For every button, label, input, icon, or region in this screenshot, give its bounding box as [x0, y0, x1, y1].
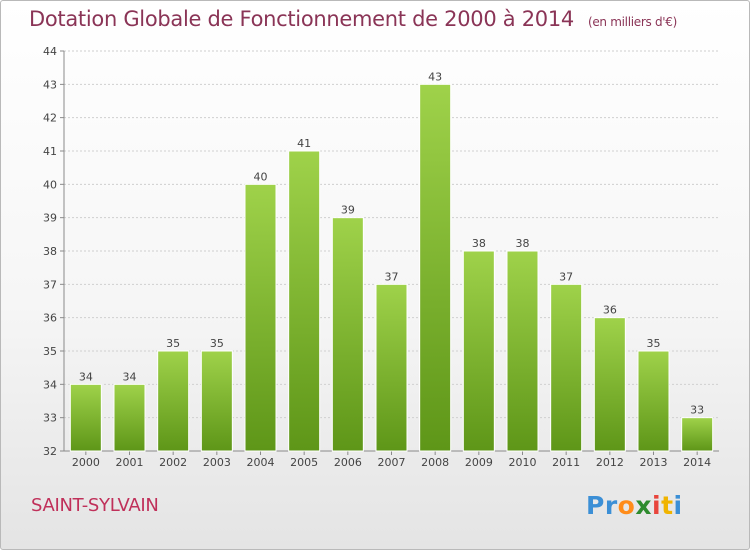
data-label: 34 [79, 370, 93, 383]
bar [681, 417, 714, 452]
logo-letter: x [635, 491, 652, 520]
bar [69, 383, 102, 452]
logo-letter: o [617, 491, 636, 520]
x-tick-label: 2014 [683, 456, 711, 469]
commune-name: SAINT-SYLVAIN [31, 495, 159, 516]
bar [331, 217, 364, 452]
x-tick-label: 2003 [203, 456, 231, 469]
chart-title-text: Dotation Globale de Fonctionnement de 20… [29, 7, 574, 31]
bar [244, 183, 277, 452]
x-tick-label: 2006 [334, 456, 362, 469]
bars [69, 83, 714, 452]
data-label: 35 [166, 337, 180, 350]
y-tick-label: 33 [43, 412, 57, 425]
data-label: 37 [385, 270, 399, 283]
y-tick-label: 35 [43, 345, 57, 358]
y-tick-label: 41 [43, 145, 57, 158]
data-label: 35 [647, 337, 661, 350]
logo-letter: i [673, 491, 683, 520]
data-label: 39 [341, 204, 355, 217]
proxiti-logo[interactable]: Proxiti [586, 491, 683, 520]
data-label: 33 [690, 404, 704, 417]
x-tick-label: 2011 [552, 456, 580, 469]
bar [200, 350, 233, 452]
x-tick-label: 2010 [509, 456, 537, 469]
x-tick-label: 2007 [378, 456, 406, 469]
y-tick-label: 36 [43, 312, 57, 325]
y-tick-label: 37 [43, 278, 57, 291]
logo-letter: r [604, 491, 618, 520]
data-label: 34 [123, 370, 137, 383]
bar [637, 350, 670, 452]
y-tick-label: 43 [43, 78, 57, 91]
x-tick-label: 2009 [465, 456, 493, 469]
data-label: 43 [428, 70, 442, 83]
x-tick-label: 2008 [421, 456, 449, 469]
logo-letter: i [652, 491, 662, 520]
bar [506, 250, 539, 452]
x-tick-label: 2002 [159, 456, 187, 469]
x-tick-label: 2004 [247, 456, 275, 469]
x-tick-label: 2000 [72, 456, 100, 469]
x-tick-label: 2012 [596, 456, 624, 469]
bar [462, 250, 495, 452]
logo-letter: P [586, 491, 605, 520]
chart-title: Dotation Globale de Fonctionnement de 20… [29, 7, 677, 31]
data-label: 36 [603, 304, 617, 317]
bar [419, 83, 452, 452]
y-tick-label: 38 [43, 245, 57, 258]
x-tick-label: 2001 [116, 456, 144, 469]
bar [157, 350, 190, 452]
y-tick-labels: 32 33 34 35 36 37 38 39 40 41 42 43 44 [43, 45, 57, 458]
chart-subtitle: (en milliers d'€) [587, 15, 677, 29]
bar [375, 283, 408, 452]
data-label: 41 [297, 137, 311, 150]
data-labels: 34 34 35 35 40 41 39 37 43 38 38 37 36 35 33 [79, 70, 704, 416]
logo-letter: t [661, 491, 674, 520]
x-tick-label: 2013 [640, 456, 668, 469]
data-label: 38 [472, 237, 486, 250]
x-tick-label: 2005 [290, 456, 318, 469]
y-tick-label: 42 [43, 112, 57, 125]
x-tick-labels: 2000 2001 2002 2003 2004 2005 2006 2007 2008 2009… [72, 456, 711, 469]
data-label: 37 [559, 270, 573, 283]
y-tick-label: 39 [43, 212, 57, 225]
bar [550, 283, 583, 452]
y-tick-label: 32 [43, 445, 57, 458]
data-label: 35 [210, 337, 224, 350]
data-label: 38 [516, 237, 530, 250]
bar [288, 150, 321, 452]
bar [113, 383, 146, 452]
y-tick-label: 40 [43, 178, 57, 191]
data-label: 40 [254, 170, 268, 183]
bar [593, 317, 626, 452]
y-tick-label: 34 [43, 378, 57, 391]
y-tick-label: 44 [43, 45, 57, 58]
